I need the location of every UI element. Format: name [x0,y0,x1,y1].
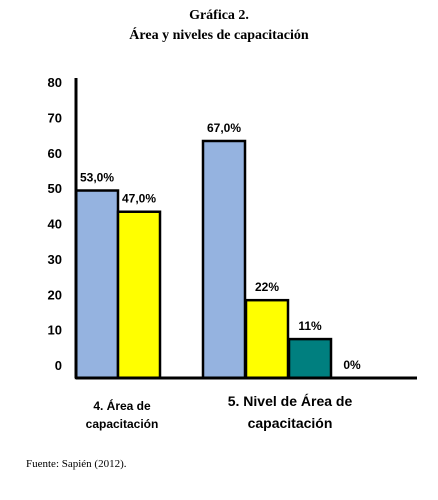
bars-group [74,139,333,380]
bar-value-label: 11% [298,319,322,333]
y-tick-label: 80 [48,75,62,90]
category-label-nivel: 5. Nivel de Área de capacitación [227,393,353,431]
bar [74,189,120,380]
bar-value-label: 22% [255,280,279,294]
y-tick-label: 0 [55,358,62,373]
y-tick-label: 40 [48,217,62,232]
y-axis-ticks: 0 10 20 30 40 50 60 70 80 [48,75,62,373]
bar-value-label: 47,0% [122,192,156,206]
source-note: Fuente: Sapién (2012). [26,458,127,470]
chart-title-line1: Gráfica 2. [189,8,249,23]
bar [201,139,247,380]
y-tick-label: 70 [48,110,62,125]
bar [116,210,162,380]
bar-value-label: 67,0% [207,121,241,135]
y-tick-label: 30 [48,252,62,267]
chart-title-line2: Área y niveles de capacitación [129,28,309,43]
y-tick-label: 20 [48,287,62,302]
data-labels-group: 53,0% 47,0% 67,0% 22% 11% 0% [80,121,361,372]
y-tick-label: 60 [48,146,62,161]
bar-value-label: 53,0% [80,171,114,185]
y-tick-label: 10 [48,323,62,338]
bar [287,337,333,380]
category-label-area: 4. Área de capacitación [85,399,159,431]
bar-value-label: 0% [343,358,361,372]
bar [244,298,290,380]
y-tick-label: 50 [48,181,62,196]
